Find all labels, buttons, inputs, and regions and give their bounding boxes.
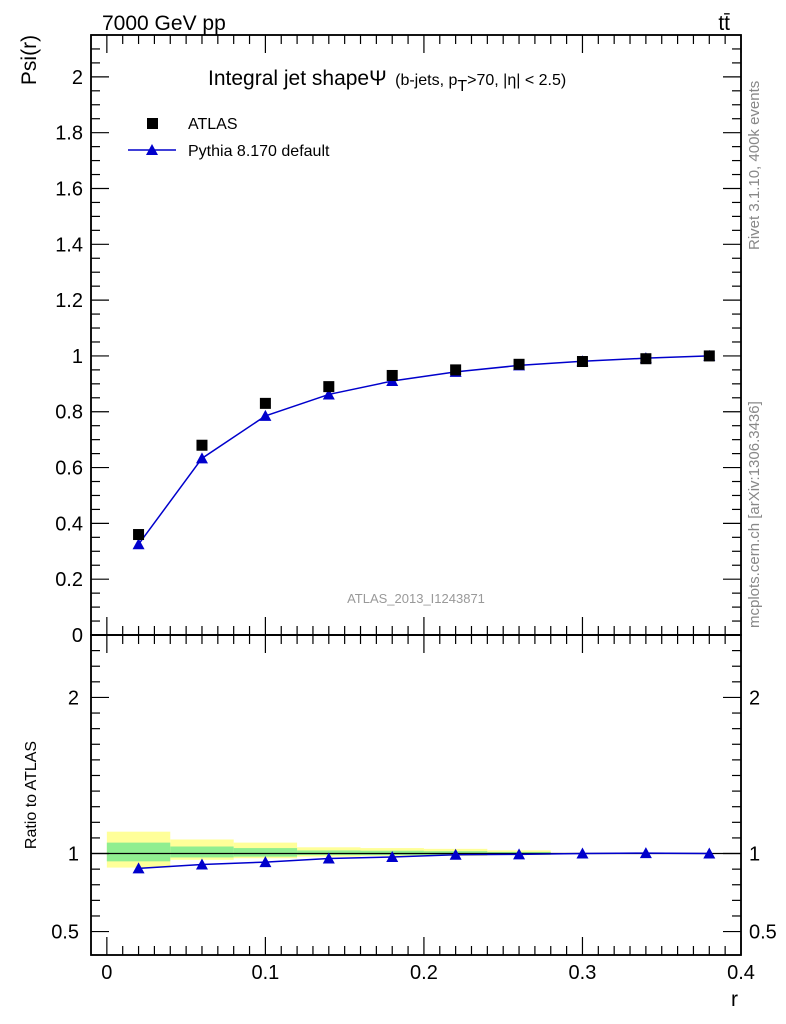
pythia-point [259, 409, 272, 421]
ratio-pythia-point [195, 858, 208, 870]
x-tick-label: 0.3 [569, 962, 597, 984]
ratio-pythia-line [138, 852, 710, 870]
x-axis-label: r [731, 988, 738, 1011]
plot-title-main: Integral jet shapeΨ [208, 67, 387, 90]
header-right-label: tt̄ [718, 12, 730, 35]
upper-y-tick-label: 1.6 [55, 178, 83, 200]
header-left-label: 7000 GeV pp [102, 12, 226, 35]
legend-marker-atlas [147, 118, 158, 129]
pythia-line [137, 355, 710, 545]
ratio-plot-frame [90, 634, 742, 956]
x-tick-label: 0 [101, 962, 112, 984]
ratio-y-axis-label: Ratio to ATLAS [23, 741, 40, 849]
ratio-plot-frame-overlay [90, 634, 742, 956]
atlas-point [323, 381, 335, 393]
pythia-point [322, 388, 335, 400]
ratio-pythia-point [513, 848, 526, 860]
mcplots-label: mcplots.cern.ch [arXiv:1306.3436] [746, 401, 763, 628]
pythia-point [195, 452, 208, 464]
ratio-band-inner [233, 848, 298, 857]
plot-title-detail-open: (b-jets, p [395, 72, 457, 89]
ratio-pythia-point [703, 847, 716, 859]
analysis-watermark: ATLAS_2013_I1243871 [347, 591, 485, 606]
atlas-point [133, 529, 145, 541]
ratio-pythia-point [322, 852, 335, 864]
rivet-version-label: Rivet 3.1.10, 400k events [746, 81, 763, 250]
upper-y-axis-label: Psi(r) [18, 35, 41, 85]
legend-label-pythia: Pythia 8.170 default [188, 143, 330, 160]
ratio-y-tick-label-right: 1 [749, 844, 760, 866]
atlas-point [576, 356, 588, 368]
upper-y-tick-label: 1.2 [55, 290, 83, 312]
legend-label-atlas: ATLAS [188, 116, 238, 133]
upper-y-tick-label: 0.6 [55, 458, 83, 480]
legend: ATLAS Pythia 8.170 default [128, 116, 330, 160]
ratio-y-tick-label-right: 0.5 [749, 922, 777, 944]
upper-y-tick-label: 0.4 [55, 513, 83, 535]
upper-y-tick-label: 1.4 [55, 234, 83, 256]
ratio-pythia-point [132, 862, 145, 874]
ratio-band-inner [170, 846, 234, 858]
upper-y-tick-label: 0.8 [55, 402, 83, 424]
x-tick-label: 0.4 [727, 962, 755, 984]
ratio-pythia-point [449, 848, 462, 860]
upper-y-tick-label: 2 [72, 67, 83, 89]
upper-y-tick-label: 1.8 [55, 123, 83, 145]
upper-plot-layer: 0 0.2 0.4 0.6 0.8 1 1.2 1.4 1.6 1.8 2 [55, 35, 742, 647]
atlas-point [640, 353, 652, 365]
pythia-point [132, 538, 145, 550]
plot-title: Integral jet shapeΨ (b-jets, pT>70, |η| … [208, 67, 566, 95]
atlas-point [196, 439, 208, 451]
atlas-point [386, 369, 398, 381]
ratio-y-tick-label: 1 [68, 844, 79, 866]
ratio-plot-layer: 0 0.1 0.2 0.3 0.4 0.5 0.5 1 1 2 2 [51, 635, 777, 984]
ratio-y-tick-label: 0.5 [51, 922, 79, 944]
ratio-pythia-point [639, 847, 652, 859]
ratio-band-inner [106, 842, 171, 862]
x-tick-label: 0.2 [410, 962, 438, 984]
ratio-y-tick-label: 2 [68, 687, 79, 709]
upper-y-tick-label: 0.2 [55, 569, 83, 591]
atlas-point [513, 358, 525, 370]
upper-y-tick-label: 0 [72, 625, 83, 647]
upper-y-tick-label: 1 [72, 346, 83, 368]
ratio-pythia-point [576, 847, 589, 859]
plot-title-detail-sub: T [457, 78, 467, 95]
ratio-pythia-point [259, 856, 272, 868]
x-tick-label: 0.1 [251, 962, 279, 984]
atlas-point [450, 364, 462, 376]
atlas-point [259, 397, 271, 409]
atlas-point [703, 350, 715, 362]
plot-title-detail-close: >70, |η| < 2.5) [467, 72, 566, 89]
legend-marker-pythia [146, 144, 158, 155]
ratio-y-tick-label-right: 2 [749, 687, 760, 709]
ratio-pythia-point [386, 850, 399, 862]
